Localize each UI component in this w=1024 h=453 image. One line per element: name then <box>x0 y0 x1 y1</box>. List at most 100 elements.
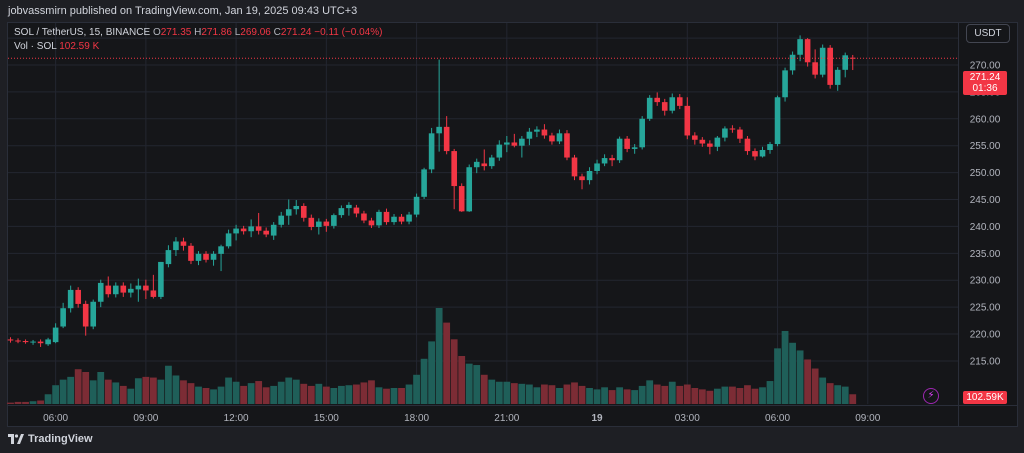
candle-body[interactable] <box>488 157 495 167</box>
volume-bar[interactable] <box>277 381 285 404</box>
candle-body[interactable] <box>631 147 638 149</box>
volume-bar[interactable] <box>240 385 248 404</box>
volume-bar[interactable] <box>458 356 466 404</box>
volume-bar[interactable] <box>631 390 639 404</box>
candle-body[interactable] <box>150 290 157 297</box>
candle-body[interactable] <box>624 138 630 149</box>
volume-bar[interactable] <box>759 387 766 404</box>
legend-volume-label[interactable]: Vol · SOL <box>14 41 57 52</box>
candle-body[interactable] <box>308 217 315 227</box>
volume-bar[interactable] <box>849 394 857 404</box>
candle-body[interactable] <box>654 97 661 103</box>
candle-body[interactable] <box>180 241 187 246</box>
candle-body[interactable] <box>52 327 59 343</box>
volume-bar[interactable] <box>285 377 293 404</box>
volume-bar[interactable] <box>127 388 135 404</box>
volume-bar[interactable] <box>698 389 706 404</box>
volume-bar[interactable] <box>488 379 496 404</box>
candle-body[interactable] <box>744 138 751 152</box>
candle-body[interactable] <box>774 97 781 145</box>
candle-body[interactable] <box>594 163 600 171</box>
candle-body[interactable] <box>759 150 766 157</box>
volume-bar[interactable] <box>623 389 631 404</box>
volume-bar[interactable] <box>774 348 781 404</box>
volume-bar[interactable] <box>59 379 67 404</box>
candle-body[interactable] <box>316 221 322 227</box>
candle-body[interactable] <box>293 205 300 210</box>
candle-body[interactable] <box>616 138 623 161</box>
volume-bar[interactable] <box>247 383 255 404</box>
volume-bar[interactable] <box>578 385 586 404</box>
volume-bar[interactable] <box>255 381 263 404</box>
volume-bar[interactable] <box>691 388 699 404</box>
volume-bar[interactable] <box>713 388 721 404</box>
candle-body[interactable] <box>466 167 473 212</box>
volume-bar[interactable] <box>14 401 22 404</box>
candle-body[interactable] <box>436 126 442 134</box>
candle-body[interactable] <box>210 253 217 260</box>
volume-bar[interactable] <box>638 385 646 404</box>
candle-body[interactable] <box>82 303 89 327</box>
volume-bar[interactable] <box>405 384 413 404</box>
volume-bar[interactable] <box>736 388 744 404</box>
candle-body[interactable] <box>188 245 194 261</box>
volume-bar[interactable] <box>541 384 548 404</box>
candle-body[interactable] <box>361 213 367 221</box>
candle-body[interactable] <box>300 205 307 218</box>
candle-body[interactable] <box>534 129 540 132</box>
volume-bar[interactable] <box>796 350 804 404</box>
volume-bar[interactable] <box>556 388 563 404</box>
volume-bar[interactable] <box>37 400 44 404</box>
volume-bar[interactable] <box>548 385 556 404</box>
candle-body[interactable] <box>421 169 427 197</box>
volume-bar[interactable] <box>616 387 624 404</box>
volume-bar[interactable] <box>586 388 593 404</box>
candle-body[interactable] <box>511 142 518 146</box>
volume-bar[interactable] <box>435 308 443 404</box>
candle-body[interactable] <box>105 285 112 295</box>
candle-body[interactable] <box>270 224 277 236</box>
candle-body[interactable] <box>646 97 653 119</box>
candle-body[interactable] <box>30 341 36 343</box>
volume-bar[interactable] <box>593 389 601 404</box>
candle-body[interactable] <box>834 69 841 85</box>
candle-body[interactable] <box>541 129 548 136</box>
currency-unit-button[interactable]: USDT <box>966 24 1010 43</box>
volume-bar[interactable] <box>443 322 451 404</box>
candle-body[interactable] <box>255 226 262 231</box>
candle-body[interactable] <box>233 228 239 234</box>
volume-bar[interactable] <box>180 380 187 404</box>
candle-body[interactable] <box>699 139 706 144</box>
candle-body[interactable] <box>819 47 826 75</box>
volume-bar[interactable] <box>683 384 691 404</box>
candle-body[interactable] <box>346 204 352 209</box>
volume-bar[interactable] <box>44 394 52 404</box>
candle-body[interactable] <box>782 70 788 98</box>
candle-body[interactable] <box>564 133 570 158</box>
candle-body[interactable] <box>376 211 382 226</box>
volume-bar[interactable] <box>646 380 654 404</box>
volume-bar[interactable] <box>390 388 398 404</box>
candle-body[interactable] <box>729 128 736 130</box>
candle-body[interactable] <box>45 339 51 345</box>
candle-body[interactable] <box>7 339 14 341</box>
volume-bar[interactable] <box>413 374 420 404</box>
volume-bar[interactable] <box>525 384 533 404</box>
candle-body[interactable] <box>22 341 29 343</box>
volume-bar[interactable] <box>82 372 90 404</box>
volume-bar[interactable] <box>330 388 338 404</box>
volume-bar[interactable] <box>473 365 481 404</box>
candle-body[interactable] <box>519 138 525 146</box>
candle-body[interactable] <box>849 57 856 59</box>
candle-body[interactable] <box>601 158 608 164</box>
candle-body[interactable] <box>661 102 668 111</box>
candle-body[interactable] <box>789 54 796 71</box>
candle-body[interactable] <box>135 285 142 290</box>
candle-body[interactable] <box>203 253 209 260</box>
candle-body[interactable] <box>368 220 375 226</box>
candle-body[interactable] <box>97 282 104 302</box>
candle-body[interactable] <box>195 253 202 261</box>
candle-body[interactable] <box>323 221 330 226</box>
volume-bar[interactable] <box>518 383 526 404</box>
